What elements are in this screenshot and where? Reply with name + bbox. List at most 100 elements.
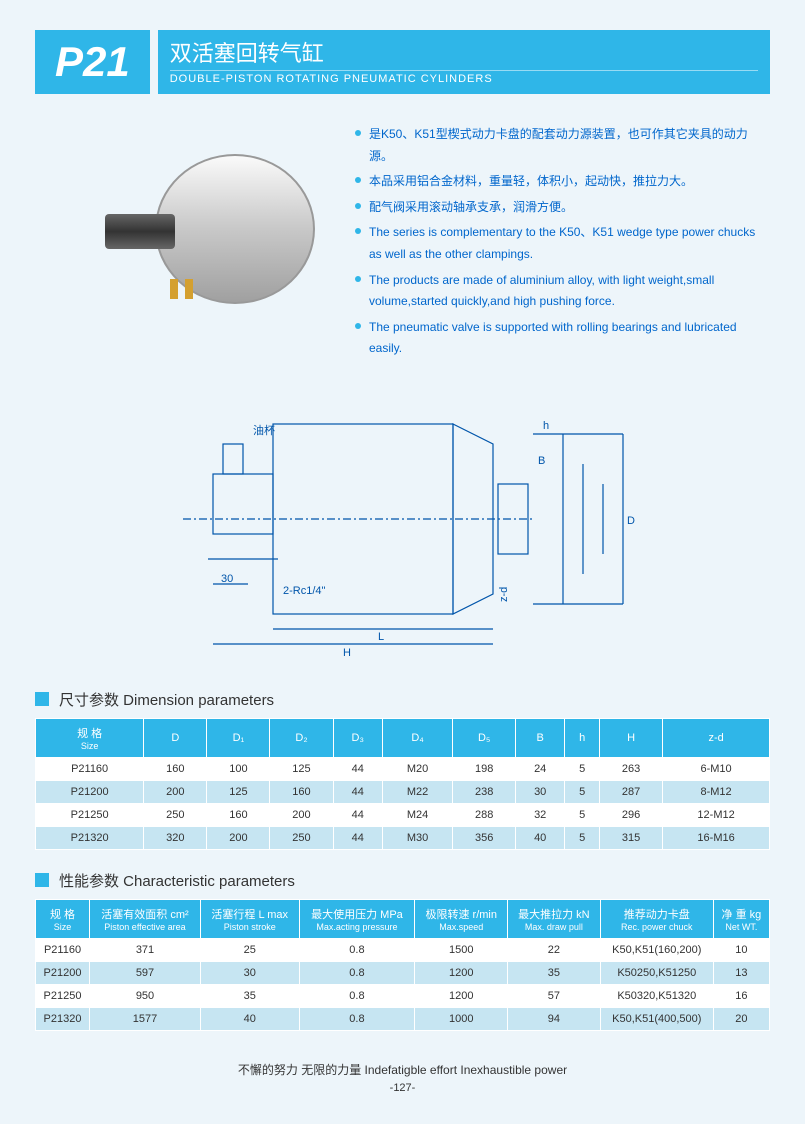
cell: 40 xyxy=(200,1007,299,1030)
cell: 125 xyxy=(270,757,333,780)
section-title-2: 性能参数 Characteristic parameters xyxy=(35,870,770,891)
cell: 1200 xyxy=(415,984,508,1007)
col-header: 极限转速 r/minMax.speed xyxy=(415,899,508,938)
cell: P21200 xyxy=(36,961,90,984)
col-header: 推荐动力卡盘Rec. power chuck xyxy=(600,899,713,938)
svg-text:L: L xyxy=(378,631,384,643)
col-header: D₄ xyxy=(382,718,452,757)
cell: 238 xyxy=(453,780,516,803)
col-header: D₅ xyxy=(453,718,516,757)
svg-text:B: B xyxy=(538,455,545,467)
cell: 371 xyxy=(90,938,201,961)
cell: 16-M16 xyxy=(663,826,770,849)
cell: 315 xyxy=(600,826,663,849)
cell: 160 xyxy=(270,780,333,803)
cell: K50250,K51250 xyxy=(600,961,713,984)
cell: 24 xyxy=(516,757,565,780)
cell: 250 xyxy=(144,803,207,826)
cell: K50320,K51320 xyxy=(600,984,713,1007)
cell: 5 xyxy=(565,826,600,849)
cell: 6-M10 xyxy=(663,757,770,780)
table2-title: 性能参数 Characteristic parameters xyxy=(59,870,295,891)
cell: 57 xyxy=(508,984,601,1007)
cell: 0.8 xyxy=(299,1007,415,1030)
col-header: 最大推拉力 kNMax. draw pull xyxy=(508,899,601,938)
cell: 20 xyxy=(713,1007,769,1030)
cell: 200 xyxy=(270,803,333,826)
svg-text:2-Rc1/4": 2-Rc1/4" xyxy=(283,585,326,597)
cell: 200 xyxy=(207,826,270,849)
cell: M30 xyxy=(382,826,452,849)
cell: 12-M12 xyxy=(663,803,770,826)
cell: 35 xyxy=(200,984,299,1007)
cell: 263 xyxy=(600,757,663,780)
cell: 35 xyxy=(508,961,601,984)
col-header: 最大使用压力 MPaMax.acting pressure xyxy=(299,899,415,938)
cell: 0.8 xyxy=(299,938,415,961)
col-header: D₁ xyxy=(207,718,270,757)
technical-drawing: 油杯 2-Rc1/4" 30 L H h B D z-d xyxy=(35,384,770,669)
cell: 200 xyxy=(144,780,207,803)
cell: 597 xyxy=(90,961,201,984)
cell: 125 xyxy=(207,780,270,803)
cell: 44 xyxy=(333,826,382,849)
svg-text:z-d: z-d xyxy=(498,587,510,602)
table1-title: 尺寸参数 Dimension parameters xyxy=(59,689,274,710)
cell: 5 xyxy=(565,757,600,780)
cell: 950 xyxy=(90,984,201,1007)
cell: K50,K51(160,200) xyxy=(600,938,713,961)
table-row: P21200597300.8120035K50250,K5125013 xyxy=(36,961,770,984)
col-header: h xyxy=(565,718,600,757)
motto: 不懈的努力 无限的力量 Indefatigble effort Inexhaus… xyxy=(35,1061,770,1078)
svg-text:D: D xyxy=(627,515,635,527)
cell: 1000 xyxy=(415,1007,508,1030)
cell: 22 xyxy=(508,938,601,961)
table-row: P21250950350.8120057K50320,K5132016 xyxy=(36,984,770,1007)
cell: P21160 xyxy=(36,757,144,780)
cell: 0.8 xyxy=(299,961,415,984)
col-header: D₂ xyxy=(270,718,333,757)
cell: 100 xyxy=(207,757,270,780)
col-header: 活塞行程 L maxPiston stroke xyxy=(200,899,299,938)
cell: 44 xyxy=(333,803,382,826)
table-row: P2116016010012544M201982452636-M10 xyxy=(36,757,770,780)
col-header: 净 重 kgNet WT. xyxy=(713,899,769,938)
col-header: 活塞有效面积 cm²Piston effective area xyxy=(90,899,201,938)
cell: K50,K51(400,500) xyxy=(600,1007,713,1030)
characteristic-table: 规 格Size活塞有效面积 cm²Piston effective area活塞… xyxy=(35,899,770,1031)
col-header: 规 格Size xyxy=(36,718,144,757)
title-en: DOUBLE-PISTON ROTATING PNEUMATIC CYLINDE… xyxy=(170,70,758,85)
cell: 30 xyxy=(200,961,299,984)
title-cn: 双活塞回转气缸 xyxy=(170,36,758,68)
feature-item: The series is complementary to the K50、K… xyxy=(355,222,770,265)
svg-text:h: h xyxy=(543,420,549,432)
cell: P21250 xyxy=(36,803,144,826)
table-row: P2125025016020044M2428832529612-M12 xyxy=(36,803,770,826)
cell: 10 xyxy=(713,938,769,961)
cell: 94 xyxy=(508,1007,601,1030)
footer: 不懈的努力 无限的力量 Indefatigble effort Inexhaus… xyxy=(35,1061,770,1094)
cell: 160 xyxy=(207,803,270,826)
cell: 44 xyxy=(333,757,382,780)
feature-item: 是K50、K51型楔式动力卡盘的配套动力源装置，也可作其它夹具的动力源。 xyxy=(355,124,770,167)
square-icon xyxy=(35,873,49,887)
cell: 320 xyxy=(144,826,207,849)
cell: 32 xyxy=(516,803,565,826)
cell: 160 xyxy=(144,757,207,780)
cell: 44 xyxy=(333,780,382,803)
cell: 198 xyxy=(453,757,516,780)
table-row: P2120020012516044M222383052878-M12 xyxy=(36,780,770,803)
cell: 0.8 xyxy=(299,984,415,1007)
cell: P21250 xyxy=(36,984,90,1007)
feature-list: 是K50、K51型楔式动力卡盘的配套动力源装置，也可作其它夹具的动力源。本品采用… xyxy=(355,124,770,364)
cell: M22 xyxy=(382,780,452,803)
square-icon xyxy=(35,692,49,706)
svg-text:H: H xyxy=(343,647,351,659)
header: P21 双活塞回转气缸 DOUBLE-PISTON ROTATING PNEUM… xyxy=(35,30,770,94)
cell: M24 xyxy=(382,803,452,826)
col-header: D₃ xyxy=(333,718,382,757)
product-photo xyxy=(35,124,335,324)
cell: P21320 xyxy=(36,826,144,849)
cell: 1200 xyxy=(415,961,508,984)
page-number: -127- xyxy=(35,1082,770,1094)
